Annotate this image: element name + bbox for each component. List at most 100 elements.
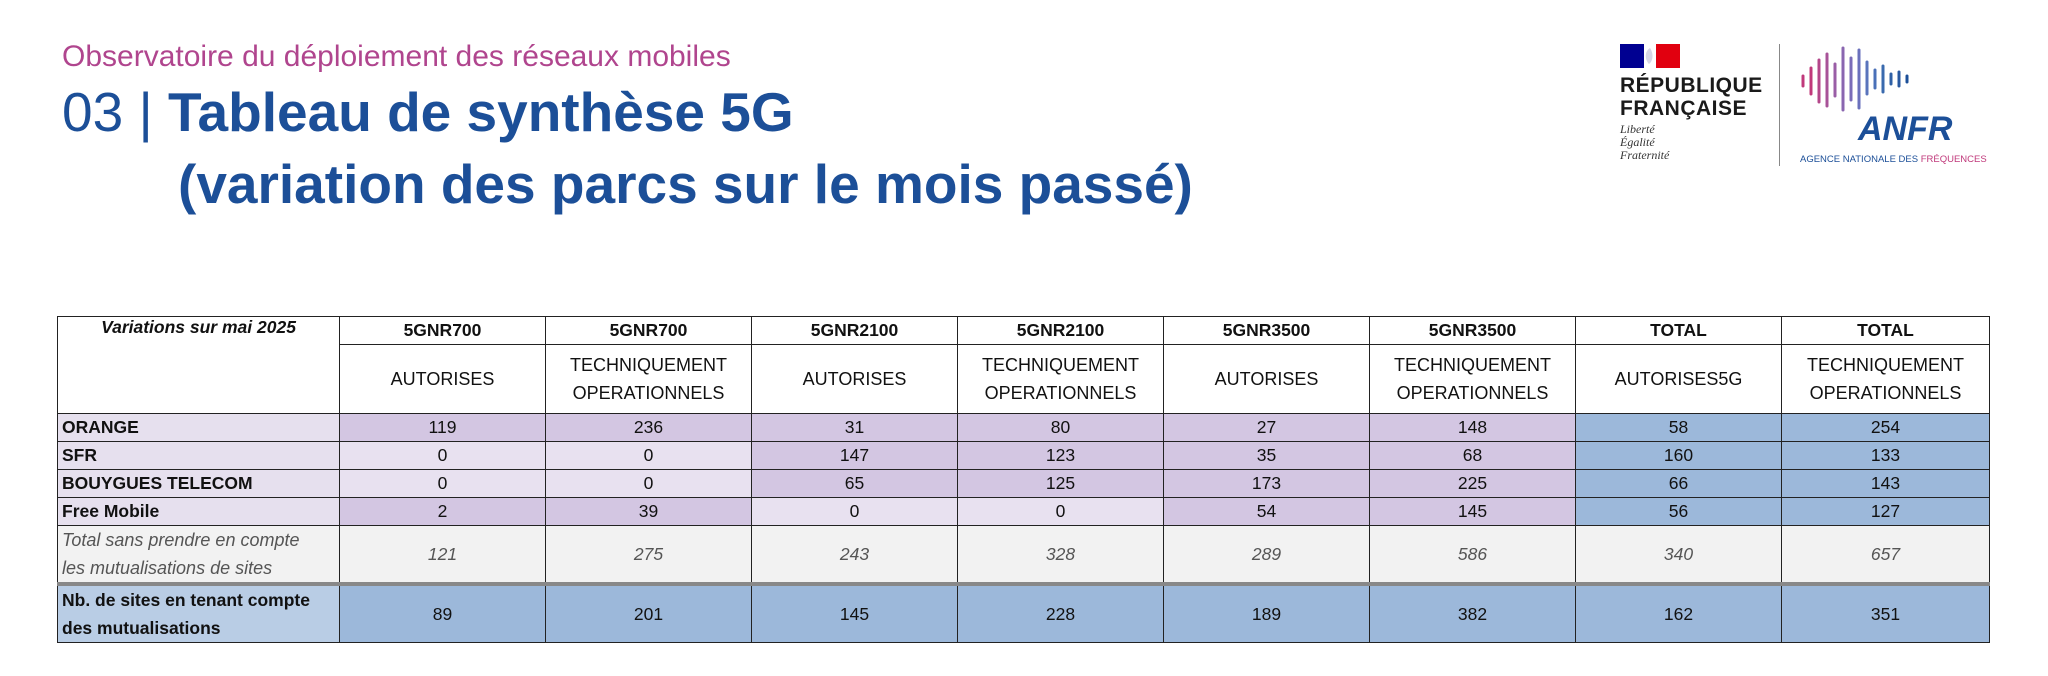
- table-cell: 127: [1781, 497, 1990, 526]
- status-header-line: OPERATIONNELS: [572, 383, 725, 403]
- status-header-line: AUTORISES5G: [1614, 369, 1743, 389]
- table-cell: 56: [1575, 497, 1782, 526]
- anfr-waveform-icon: [1801, 46, 1909, 112]
- total-row: Total sans prendre en compte les mutualis…: [57, 525, 1990, 585]
- table-cell: 236: [545, 413, 752, 442]
- total-cell: 657: [1781, 525, 1990, 585]
- table-cell: 254: [1781, 413, 1990, 442]
- band-header: TOTAL: [1781, 316, 1990, 345]
- band-header: 5GNR700: [339, 316, 546, 345]
- table-cell: 80: [957, 413, 1164, 442]
- motto-liberte: Liberté: [1620, 122, 1655, 136]
- status-header-line: OPERATIONNELS: [1809, 383, 1962, 403]
- table-cell: 143: [1781, 469, 1990, 498]
- total-label-line2: les mutualisations de sites: [62, 558, 273, 578]
- sites-row: Nb. de sites en tenant compte des mutuali…: [57, 583, 1990, 643]
- table-cell: 147: [751, 441, 958, 470]
- status-header: TECHNIQUEMENT OPERATIONNELS: [1369, 344, 1576, 414]
- status-header: TECHNIQUEMENT OPERATIONNELS: [545, 344, 752, 414]
- status-header-line: TECHNIQUEMENT: [570, 355, 727, 375]
- table-cell: 2: [339, 497, 546, 526]
- table-cell: 58: [1575, 413, 1782, 442]
- table-cell: 0: [545, 441, 752, 470]
- table-cell: 54: [1163, 497, 1370, 526]
- table-cell: 35: [1163, 441, 1370, 470]
- motto-egalite: Égalité: [1620, 135, 1655, 149]
- anfr-tagline-main: AGENCE NATIONALE DES: [1800, 154, 1921, 165]
- table-cell: 133: [1781, 441, 1990, 470]
- status-header-line: TECHNIQUEMENT: [1394, 355, 1551, 375]
- operator-name: Free Mobile: [57, 497, 340, 526]
- table-cell: 173: [1163, 469, 1370, 498]
- anfr-wordmark: ANFR: [1858, 110, 1953, 148]
- operator-name: BOUYGUES TELECOM: [57, 469, 340, 498]
- status-header: AUTORISES: [339, 344, 546, 414]
- sites-cell: 145: [751, 583, 958, 643]
- table-row: BOUYGUES TELECOM 0 0 65 125 173 225 66 143: [57, 469, 1990, 498]
- sites-cell: 189: [1163, 583, 1370, 643]
- sites-label-line2: des mutualisations: [62, 618, 221, 638]
- status-header: TECHNIQUEMENT OPERATIONNELS: [1781, 344, 1990, 414]
- table-body: Variations sur mai 2025 5GNR700 5GNR700 5GN…: [57, 316, 1990, 643]
- table-cell: 68: [1369, 441, 1576, 470]
- header-row-statuses: AUTORISES TECHNIQUEMENT OPERATIONNELS AUTOR…: [58, 344, 1990, 414]
- republique-line2: FRANÇAISE: [1620, 97, 1748, 120]
- status-header-line: AUTORISES: [390, 369, 495, 389]
- republique-francaise-logo: RÉPUBLIQUE FRANÇAISE Liberté Égalité Fra…: [1620, 44, 1770, 174]
- total-cell: 243: [751, 525, 958, 585]
- status-header: AUTORISES: [751, 344, 958, 414]
- anfr-tagline: AGENCE NATIONALE DES FRÉQUENCES: [1800, 154, 1987, 165]
- title-text: Tableau de synthèse 5G: [168, 81, 794, 143]
- sites-cell: 382: [1369, 583, 1576, 643]
- band-header: 5GNR700: [545, 316, 752, 345]
- status-header-line: TECHNIQUEMENT: [982, 355, 1139, 375]
- table-cell: 0: [545, 469, 752, 498]
- table-row: ORANGE 119 236 31 80 27 148 58 254: [57, 413, 1990, 442]
- table-cell: 65: [751, 469, 958, 498]
- table-cell: 0: [339, 441, 546, 470]
- status-header-line: OPERATIONNELS: [984, 383, 1137, 403]
- operator-name: SFR: [57, 441, 340, 470]
- sites-cell: 201: [545, 583, 752, 643]
- band-header: 5GNR3500: [1163, 316, 1370, 345]
- sites-cell: 351: [1781, 583, 1990, 643]
- total-cell: 275: [545, 525, 752, 585]
- table-cell: 160: [1575, 441, 1782, 470]
- table-cell: 123: [957, 441, 1164, 470]
- total-label-line1: Total sans prendre en compte: [62, 530, 300, 550]
- sites-row-label: Nb. de sites en tenant compte des mutuali…: [57, 583, 340, 643]
- motto-fraternite: Fraternité: [1620, 148, 1670, 162]
- page-subtitle: Observatoire du déploiement des réseaux …: [62, 40, 731, 73]
- synthesis-table: Variations sur mai 2025 5GNR700 5GNR700 5GN…: [57, 316, 1990, 643]
- anfr-logo: ANFR AGENCE NATIONALE DES FRÉQUENCES: [1798, 44, 1987, 170]
- total-cell: 121: [339, 525, 546, 585]
- status-header-line: AUTORISES: [1214, 369, 1319, 389]
- page-title-line2: (variation des parcs sur le mois passé): [178, 153, 1193, 215]
- table-cell: 0: [957, 497, 1164, 526]
- table-cell: 31: [751, 413, 958, 442]
- total-cell: 289: [1163, 525, 1370, 585]
- page-title: 03 | Tableau de synthèse 5G: [62, 80, 794, 144]
- table-cell: 39: [545, 497, 752, 526]
- band-header: 5GNR2100: [751, 316, 958, 345]
- marianne-flag-icon: [1620, 44, 1680, 68]
- total-cell: 328: [957, 525, 1164, 585]
- status-header-line: OPERATIONNELS: [1396, 383, 1549, 403]
- table-row: Free Mobile 2 39 0 0 54 145 56 127: [57, 497, 1990, 526]
- logo-divider: [1779, 44, 1780, 166]
- status-header: AUTORISES: [1163, 344, 1370, 414]
- republique-motto: Liberté Égalité Fraternité: [1620, 123, 1770, 162]
- table-cell: 0: [339, 469, 546, 498]
- sites-cell: 162: [1575, 583, 1782, 643]
- table-row: SFR 0 0 147 123 35 68 160 133: [57, 441, 1990, 470]
- table-cell: 145: [1369, 497, 1576, 526]
- total-cell: 586: [1369, 525, 1576, 585]
- band-header: TOTAL: [1575, 316, 1782, 345]
- header-row-bands: Variations sur mai 2025 5GNR700 5GNR700 5GN…: [57, 316, 1990, 414]
- status-header: AUTORISES5G: [1575, 344, 1782, 414]
- republique-line1: RÉPUBLIQUE: [1620, 74, 1763, 97]
- corner-label: Variations sur mai 2025: [57, 316, 340, 414]
- table-cell: 125: [957, 469, 1164, 498]
- sites-cell: 89: [339, 583, 546, 643]
- anfr-tagline-accent: FRÉQUENCES: [1920, 154, 1987, 165]
